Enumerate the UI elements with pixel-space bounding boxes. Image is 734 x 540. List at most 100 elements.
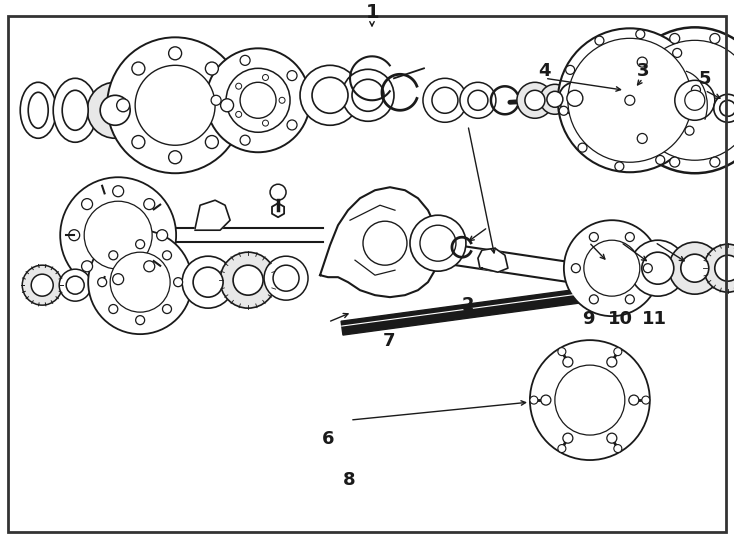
Circle shape (713, 94, 734, 122)
Circle shape (525, 90, 545, 110)
Circle shape (300, 65, 360, 125)
Circle shape (132, 62, 145, 75)
Circle shape (642, 396, 650, 404)
Polygon shape (195, 200, 230, 230)
Circle shape (59, 269, 91, 301)
Circle shape (607, 433, 617, 443)
Circle shape (221, 99, 233, 112)
Circle shape (144, 261, 155, 272)
Circle shape (287, 120, 297, 130)
Circle shape (162, 251, 172, 260)
Circle shape (193, 267, 223, 297)
Circle shape (410, 215, 466, 271)
Circle shape (568, 378, 612, 422)
Circle shape (636, 30, 644, 39)
Circle shape (630, 240, 686, 296)
Circle shape (98, 278, 106, 287)
Circle shape (117, 99, 130, 112)
Circle shape (558, 444, 566, 453)
Circle shape (578, 143, 587, 152)
Circle shape (162, 305, 172, 314)
Circle shape (563, 433, 573, 443)
Circle shape (614, 444, 622, 453)
Circle shape (540, 84, 570, 114)
Circle shape (182, 256, 234, 308)
Circle shape (681, 254, 709, 282)
Circle shape (81, 261, 92, 272)
Text: 9: 9 (582, 310, 595, 328)
Circle shape (109, 305, 117, 314)
Text: 7: 7 (382, 333, 395, 350)
Circle shape (279, 97, 285, 103)
Circle shape (273, 265, 299, 291)
Circle shape (423, 78, 467, 122)
Circle shape (655, 156, 665, 165)
Circle shape (420, 225, 456, 261)
Circle shape (715, 255, 734, 281)
Circle shape (60, 177, 176, 293)
Circle shape (107, 37, 243, 173)
Circle shape (547, 91, 563, 107)
Text: 6: 6 (322, 429, 335, 448)
Circle shape (233, 265, 263, 295)
Circle shape (120, 262, 160, 302)
Ellipse shape (28, 92, 48, 129)
Text: 8: 8 (343, 470, 356, 489)
Text: 4: 4 (538, 62, 550, 79)
Polygon shape (341, 285, 608, 335)
Circle shape (240, 135, 250, 145)
Circle shape (642, 252, 674, 284)
Circle shape (206, 62, 219, 75)
Circle shape (136, 316, 145, 325)
Circle shape (669, 242, 721, 294)
Circle shape (558, 348, 566, 356)
Circle shape (156, 230, 167, 241)
Circle shape (566, 65, 575, 75)
Circle shape (710, 157, 720, 167)
Circle shape (589, 295, 598, 304)
Circle shape (643, 264, 653, 273)
Circle shape (629, 395, 639, 405)
Circle shape (635, 40, 734, 160)
Circle shape (226, 68, 290, 132)
Circle shape (287, 71, 297, 80)
Text: 5: 5 (698, 70, 711, 87)
Circle shape (88, 230, 192, 334)
Circle shape (584, 240, 640, 296)
Circle shape (135, 65, 215, 145)
Circle shape (468, 90, 488, 110)
Circle shape (110, 252, 170, 312)
Circle shape (270, 184, 286, 200)
Circle shape (622, 28, 734, 173)
Circle shape (558, 28, 702, 172)
Circle shape (559, 82, 591, 114)
Text: 2: 2 (462, 296, 474, 314)
Circle shape (211, 95, 221, 105)
Circle shape (69, 230, 80, 241)
Circle shape (206, 136, 219, 148)
Circle shape (84, 201, 152, 269)
Circle shape (541, 395, 551, 405)
Circle shape (625, 233, 634, 241)
Circle shape (607, 357, 617, 367)
Text: 1: 1 (366, 3, 379, 22)
Circle shape (363, 221, 407, 265)
Circle shape (460, 82, 496, 118)
Circle shape (559, 106, 568, 115)
Circle shape (236, 111, 241, 117)
Circle shape (147, 77, 203, 133)
Circle shape (669, 33, 680, 44)
Circle shape (22, 265, 62, 305)
Circle shape (100, 95, 130, 125)
Circle shape (240, 56, 250, 65)
Circle shape (720, 100, 734, 116)
Circle shape (112, 274, 123, 285)
Circle shape (614, 348, 622, 356)
Circle shape (352, 79, 384, 111)
Circle shape (595, 36, 604, 45)
Polygon shape (441, 244, 611, 288)
Circle shape (704, 244, 734, 292)
Circle shape (589, 233, 598, 241)
Circle shape (174, 278, 183, 287)
Circle shape (136, 240, 145, 249)
